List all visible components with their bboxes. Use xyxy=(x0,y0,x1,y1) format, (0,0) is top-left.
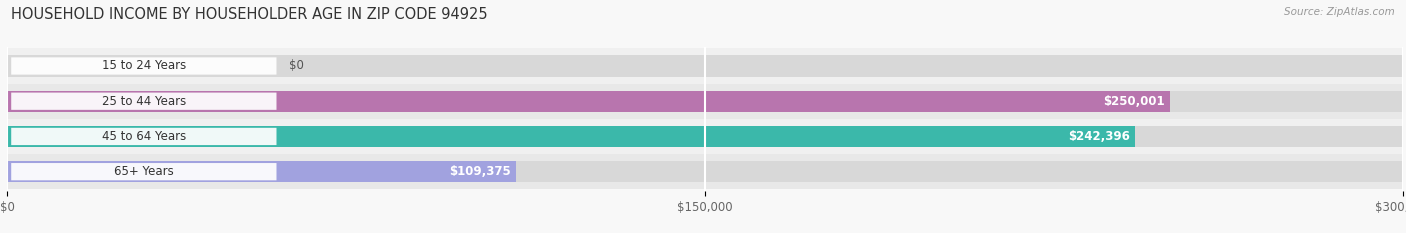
Text: 15 to 24 Years: 15 to 24 Years xyxy=(101,59,186,72)
FancyBboxPatch shape xyxy=(11,128,277,145)
Bar xyxy=(7,126,1403,147)
Text: HOUSEHOLD INCOME BY HOUSEHOLDER AGE IN ZIP CODE 94925: HOUSEHOLD INCOME BY HOUSEHOLDER AGE IN Z… xyxy=(11,7,488,22)
Bar xyxy=(7,154,1403,189)
FancyBboxPatch shape xyxy=(11,163,277,180)
FancyBboxPatch shape xyxy=(11,93,277,110)
Text: $250,001: $250,001 xyxy=(1104,95,1166,108)
Text: $0: $0 xyxy=(290,59,304,72)
Bar xyxy=(7,84,1403,119)
Bar xyxy=(7,161,516,182)
Bar xyxy=(7,119,1403,154)
Bar xyxy=(7,91,1403,112)
Text: Source: ZipAtlas.com: Source: ZipAtlas.com xyxy=(1284,7,1395,17)
Text: 65+ Years: 65+ Years xyxy=(114,165,174,178)
Bar xyxy=(7,126,1135,147)
Text: 25 to 44 Years: 25 to 44 Years xyxy=(101,95,186,108)
Bar xyxy=(7,55,1403,77)
Text: 45 to 64 Years: 45 to 64 Years xyxy=(101,130,186,143)
Text: $242,396: $242,396 xyxy=(1067,130,1129,143)
Bar xyxy=(7,91,1171,112)
FancyBboxPatch shape xyxy=(11,57,277,75)
Text: $109,375: $109,375 xyxy=(449,165,510,178)
Bar xyxy=(7,48,1403,84)
Bar xyxy=(7,161,1403,182)
